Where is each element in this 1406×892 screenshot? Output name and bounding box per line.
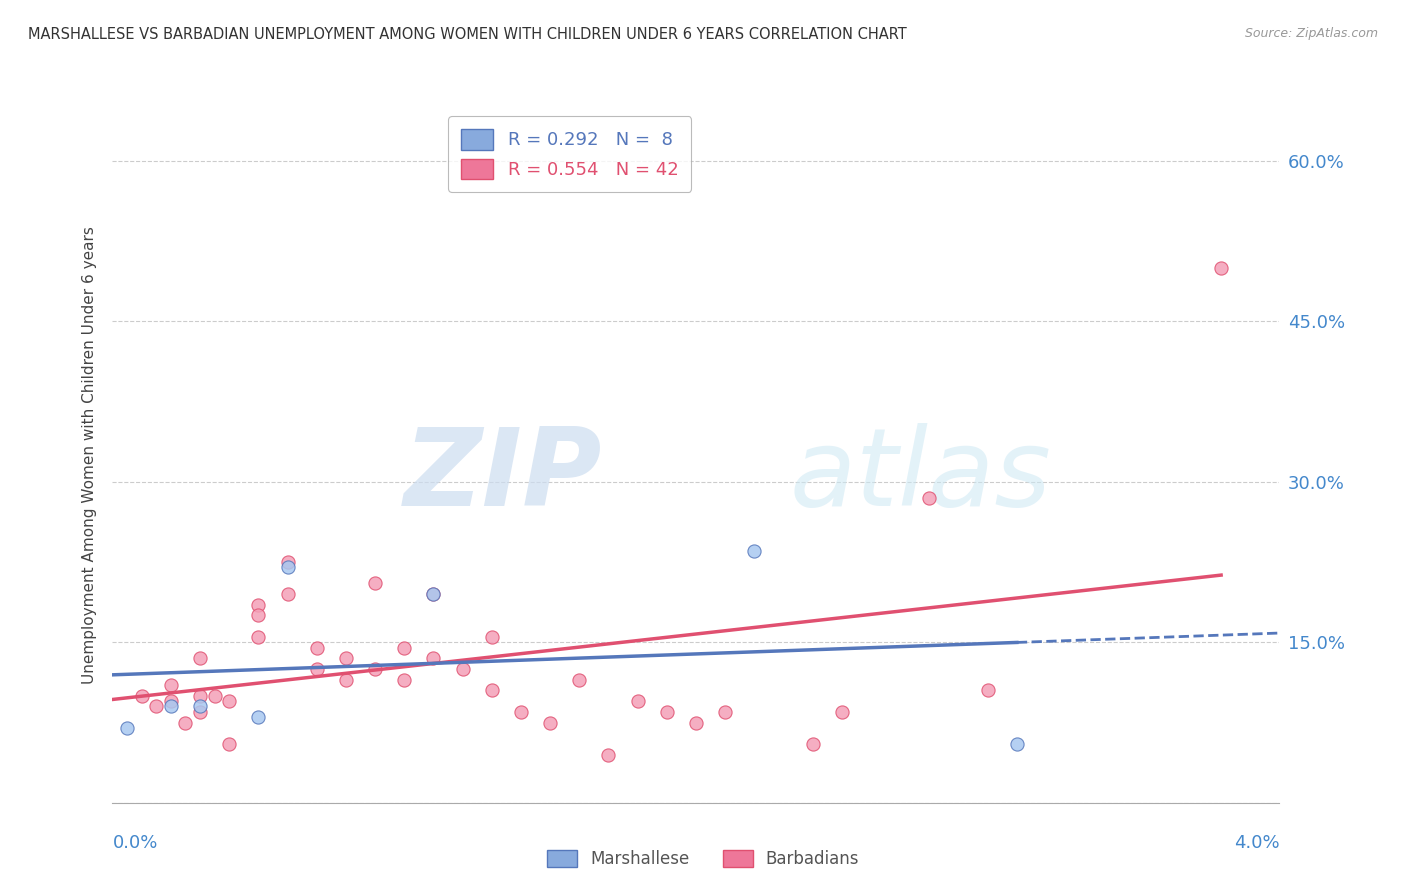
Point [188,705,211,719]
Point [276,555,298,569]
Point [247,630,270,644]
Legend: R = 0.292   N =  8, R = 0.554   N = 42: R = 0.292 N = 8, R = 0.554 N = 42 [449,116,692,192]
Point [392,640,416,655]
Point [218,737,240,751]
Legend: Marshallese, Barbadians: Marshallese, Barbadians [540,843,866,875]
Point [918,491,941,505]
Point [714,705,737,719]
Point [364,662,387,676]
Point [422,651,444,665]
Text: 0.0%: 0.0% [112,834,157,852]
Point [145,699,167,714]
Point [685,715,707,730]
Point [160,699,183,714]
Point [568,673,591,687]
Point [174,715,197,730]
Point [247,710,270,724]
Point [364,576,387,591]
Point [305,640,328,655]
Point [276,560,298,574]
Point [538,715,561,730]
Point [801,737,824,751]
Point [218,694,240,708]
Text: Source: ZipAtlas.com: Source: ZipAtlas.com [1244,27,1378,40]
Point [451,662,474,676]
Point [188,699,211,714]
Point [422,587,444,601]
Point [392,673,416,687]
Point [160,678,183,692]
Point [188,651,211,665]
Point [598,747,620,762]
Point [655,705,678,719]
Point [160,694,183,708]
Text: 4.0%: 4.0% [1234,834,1279,852]
Point [305,662,328,676]
Point [481,630,503,644]
Point [335,673,357,687]
Point [509,705,531,719]
Point [188,689,211,703]
Y-axis label: Unemployment Among Women with Children Under 6 years: Unemployment Among Women with Children U… [82,226,97,684]
Point [276,587,298,601]
Point [131,689,153,703]
Point [247,608,270,623]
Text: ZIP: ZIP [405,423,603,529]
Point [204,689,226,703]
Text: MARSHALLESE VS BARBADIAN UNEMPLOYMENT AMONG WOMEN WITH CHILDREN UNDER 6 YEARS CO: MARSHALLESE VS BARBADIAN UNEMPLOYMENT AM… [28,27,907,42]
Point [422,587,444,601]
Point [831,705,853,719]
Point [335,651,357,665]
Text: atlas: atlas [789,424,1052,528]
Point [481,683,503,698]
Point [1005,737,1028,751]
Point [1209,260,1232,275]
Point [247,598,270,612]
Point [742,544,765,558]
Point [626,694,648,708]
Point [115,721,138,735]
Point [976,683,998,698]
